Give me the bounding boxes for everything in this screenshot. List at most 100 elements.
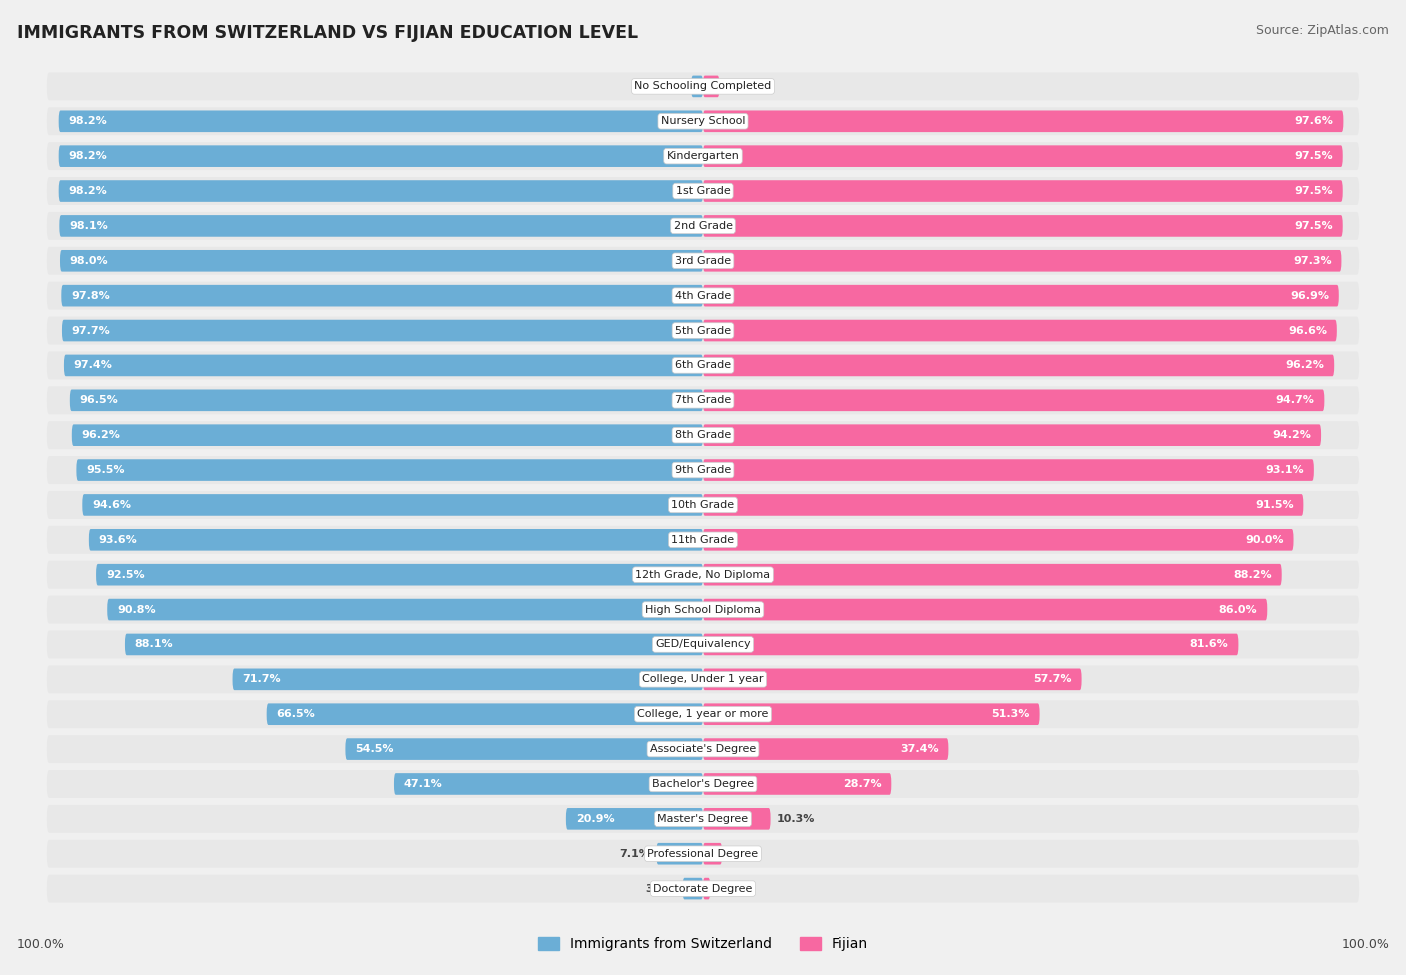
Text: 2nd Grade: 2nd Grade xyxy=(673,221,733,231)
FancyBboxPatch shape xyxy=(703,285,1339,306)
Text: 100.0%: 100.0% xyxy=(1341,938,1389,951)
FancyBboxPatch shape xyxy=(703,389,1324,411)
Text: 98.2%: 98.2% xyxy=(69,116,107,127)
Text: 8th Grade: 8th Grade xyxy=(675,430,731,440)
FancyBboxPatch shape xyxy=(703,494,1303,516)
FancyBboxPatch shape xyxy=(703,599,1267,620)
FancyBboxPatch shape xyxy=(232,669,703,690)
Text: Professional Degree: Professional Degree xyxy=(647,848,759,859)
Text: 71.7%: 71.7% xyxy=(242,675,281,684)
Text: Doctorate Degree: Doctorate Degree xyxy=(654,883,752,894)
FancyBboxPatch shape xyxy=(46,212,1360,240)
Text: 37.4%: 37.4% xyxy=(900,744,939,754)
Text: 5th Grade: 5th Grade xyxy=(675,326,731,335)
FancyBboxPatch shape xyxy=(703,320,1337,341)
FancyBboxPatch shape xyxy=(89,529,703,551)
Text: 95.5%: 95.5% xyxy=(86,465,125,475)
FancyBboxPatch shape xyxy=(703,76,720,98)
Text: Bachelor's Degree: Bachelor's Degree xyxy=(652,779,754,789)
FancyBboxPatch shape xyxy=(703,738,949,760)
Text: 3.1%: 3.1% xyxy=(645,883,676,894)
FancyBboxPatch shape xyxy=(46,561,1360,589)
FancyBboxPatch shape xyxy=(46,805,1360,833)
Text: 91.5%: 91.5% xyxy=(1256,500,1294,510)
Text: No Schooling Completed: No Schooling Completed xyxy=(634,81,772,92)
Text: 10.3%: 10.3% xyxy=(778,814,815,824)
Text: 88.2%: 88.2% xyxy=(1233,569,1272,580)
FancyBboxPatch shape xyxy=(703,703,1039,725)
FancyBboxPatch shape xyxy=(107,599,703,620)
Text: GED/Equivalency: GED/Equivalency xyxy=(655,640,751,649)
FancyBboxPatch shape xyxy=(394,773,703,795)
FancyBboxPatch shape xyxy=(703,250,1341,272)
FancyBboxPatch shape xyxy=(46,596,1360,624)
Text: 1.8%: 1.8% xyxy=(654,81,685,92)
Text: High School Diploma: High School Diploma xyxy=(645,604,761,614)
FancyBboxPatch shape xyxy=(46,526,1360,554)
Text: 98.2%: 98.2% xyxy=(69,151,107,161)
FancyBboxPatch shape xyxy=(72,424,703,446)
Legend: Immigrants from Switzerland, Fijian: Immigrants from Switzerland, Fijian xyxy=(533,932,873,956)
FancyBboxPatch shape xyxy=(46,770,1360,798)
FancyBboxPatch shape xyxy=(703,424,1322,446)
Text: 97.3%: 97.3% xyxy=(1294,255,1331,266)
Text: 2.9%: 2.9% xyxy=(728,848,759,859)
FancyBboxPatch shape xyxy=(46,491,1360,519)
FancyBboxPatch shape xyxy=(62,320,703,341)
Text: 97.6%: 97.6% xyxy=(1295,116,1333,127)
FancyBboxPatch shape xyxy=(59,110,703,132)
Text: College, 1 year or more: College, 1 year or more xyxy=(637,709,769,720)
FancyBboxPatch shape xyxy=(703,773,891,795)
Text: 86.0%: 86.0% xyxy=(1219,604,1257,614)
Text: Master's Degree: Master's Degree xyxy=(658,814,748,824)
Text: 57.7%: 57.7% xyxy=(1033,675,1071,684)
FancyBboxPatch shape xyxy=(46,875,1360,903)
Text: 28.7%: 28.7% xyxy=(842,779,882,789)
Text: 98.0%: 98.0% xyxy=(70,255,108,266)
FancyBboxPatch shape xyxy=(703,459,1313,481)
FancyBboxPatch shape xyxy=(46,247,1360,275)
Text: 96.2%: 96.2% xyxy=(1285,361,1324,370)
Text: 12th Grade, No Diploma: 12th Grade, No Diploma xyxy=(636,569,770,580)
FancyBboxPatch shape xyxy=(267,703,703,725)
Text: 1st Grade: 1st Grade xyxy=(676,186,730,196)
FancyBboxPatch shape xyxy=(692,76,703,98)
Text: 93.6%: 93.6% xyxy=(98,535,138,545)
FancyBboxPatch shape xyxy=(703,843,723,865)
Text: 94.7%: 94.7% xyxy=(1275,395,1315,406)
FancyBboxPatch shape xyxy=(76,459,703,481)
Text: 97.5%: 97.5% xyxy=(1295,221,1333,231)
Text: 92.5%: 92.5% xyxy=(105,569,145,580)
Text: Associate's Degree: Associate's Degree xyxy=(650,744,756,754)
FancyBboxPatch shape xyxy=(46,107,1360,136)
FancyBboxPatch shape xyxy=(703,669,1081,690)
FancyBboxPatch shape xyxy=(46,72,1360,100)
Text: 90.8%: 90.8% xyxy=(117,604,156,614)
Text: Nursery School: Nursery School xyxy=(661,116,745,127)
FancyBboxPatch shape xyxy=(59,145,703,167)
FancyBboxPatch shape xyxy=(703,110,1343,132)
Text: 1.1%: 1.1% xyxy=(717,883,748,894)
FancyBboxPatch shape xyxy=(703,355,1334,376)
FancyBboxPatch shape xyxy=(703,634,1239,655)
Text: 97.5%: 97.5% xyxy=(1295,186,1333,196)
Text: 98.1%: 98.1% xyxy=(69,221,108,231)
FancyBboxPatch shape xyxy=(46,421,1360,449)
Text: 96.2%: 96.2% xyxy=(82,430,121,440)
FancyBboxPatch shape xyxy=(46,282,1360,310)
Text: 81.6%: 81.6% xyxy=(1189,640,1229,649)
Text: 96.5%: 96.5% xyxy=(80,395,118,406)
Text: 20.9%: 20.9% xyxy=(575,814,614,824)
FancyBboxPatch shape xyxy=(46,839,1360,868)
Text: 96.6%: 96.6% xyxy=(1288,326,1327,335)
Text: 93.1%: 93.1% xyxy=(1265,465,1303,475)
Text: 97.5%: 97.5% xyxy=(1295,151,1333,161)
FancyBboxPatch shape xyxy=(60,250,703,272)
Text: 96.9%: 96.9% xyxy=(1289,291,1329,300)
FancyBboxPatch shape xyxy=(59,180,703,202)
Text: 98.2%: 98.2% xyxy=(69,186,107,196)
FancyBboxPatch shape xyxy=(46,317,1360,344)
Text: 90.0%: 90.0% xyxy=(1246,535,1284,545)
Text: 94.6%: 94.6% xyxy=(93,500,131,510)
Text: 88.1%: 88.1% xyxy=(135,640,173,649)
